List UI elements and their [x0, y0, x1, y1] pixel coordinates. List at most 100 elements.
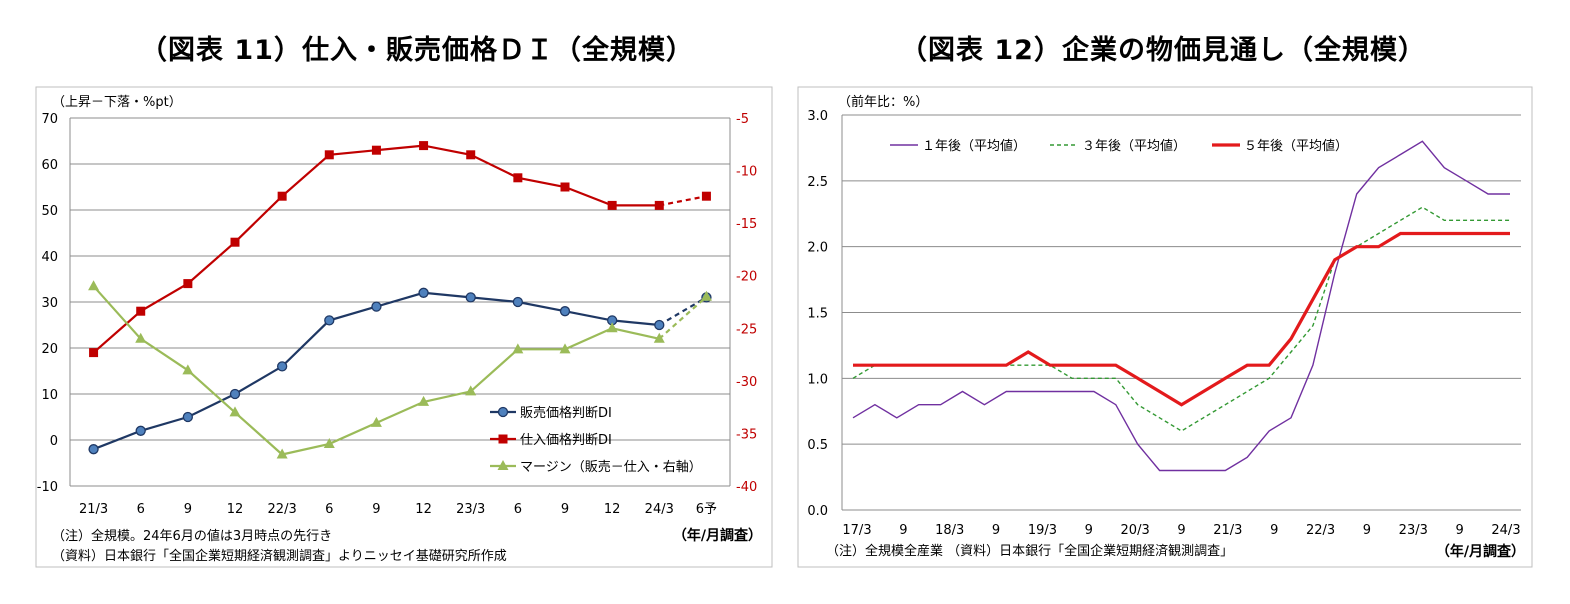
- margin-marker: [370, 416, 382, 427]
- input-price-marker: [466, 150, 476, 160]
- left-x-axis-title: （年/月調査）: [673, 527, 762, 544]
- right-note: （注）全規模全産業 （資料）日本銀行「全国企業短期経済観測調査」: [826, 543, 1233, 559]
- left-y2-tick-label: -35: [736, 427, 757, 442]
- left-y-tick-label: 30: [41, 296, 58, 311]
- left-x-tick-label: 6: [325, 502, 333, 517]
- sales-price-marker: [512, 296, 524, 308]
- margin-marker: [135, 332, 147, 343]
- sales-price-di-forecast-line: [658, 296, 707, 326]
- left-y-tick-label: 40: [41, 250, 58, 265]
- right-legend-label: １年後（平均値）: [922, 138, 1026, 154]
- one-year-ahead-line: [852, 140, 1510, 472]
- left-y-tick-label: 20: [41, 342, 58, 357]
- right-x-tick-label: 19/3: [1028, 523, 1057, 538]
- sales-price-marker: [371, 301, 382, 312]
- left-x-tick-label: 6予: [696, 502, 717, 517]
- input-price-marker: [513, 173, 523, 183]
- margin-marker: [653, 332, 665, 343]
- left-y2-tick-label: -10: [736, 165, 757, 180]
- margin-marker: [465, 385, 477, 396]
- right-legend-label: ５年後（平均値）: [1244, 138, 1348, 154]
- left-y2-tick-label: -5: [736, 112, 749, 127]
- margin-marker: [512, 343, 524, 354]
- right-x-tick-label: 9: [899, 523, 907, 538]
- left-x-tick-label: 12: [227, 502, 244, 517]
- left-x-tick-label: 9: [372, 502, 380, 517]
- right-x-tick-label: 20/3: [1121, 523, 1150, 538]
- left-y-tick-label: 60: [41, 158, 58, 173]
- right-x-tick-label: 21/3: [1213, 523, 1242, 538]
- left-y-tick-label: 10: [41, 388, 58, 403]
- right-x-tick-label: 9: [1177, 523, 1185, 538]
- sales-price-marker: [654, 319, 665, 331]
- left-y-tick-label: -10: [37, 480, 58, 495]
- left-chart-frame: [35, 86, 773, 568]
- input-price-marker: [498, 434, 508, 444]
- right-legend-label: ３年後（平均値）: [1082, 138, 1186, 154]
- left-y2-tick-label: -30: [736, 375, 757, 390]
- margin-marker: [323, 437, 335, 448]
- sales-price-marker: [559, 306, 571, 317]
- left-y-tick-label: 70: [41, 112, 58, 127]
- sales-price-marker: [135, 425, 146, 436]
- five-year-ahead-line: [853, 231, 1510, 407]
- margin-marker: [88, 280, 100, 291]
- left-chart: -10 0 10 20 30 40 50 60 70 -40 -35 -30 -25 -20 -15 -10 -…: [37, 112, 757, 517]
- input-price-marker: [371, 145, 381, 155]
- right-chart-frame: [797, 86, 1533, 568]
- sales-price-marker: [276, 361, 288, 372]
- input-price-marker: [560, 182, 570, 192]
- margin-marker: [700, 290, 712, 301]
- left-x-tick-label: 24/3: [645, 502, 674, 517]
- input-price-marker: [230, 237, 240, 247]
- left-x-tick-label: 6: [137, 502, 145, 517]
- right-y-tick-label: 3.0: [807, 109, 828, 124]
- input-price-marker: [89, 348, 99, 358]
- sales-price-marker: [88, 444, 99, 455]
- margin-marker: [559, 343, 571, 354]
- right-y-tick-label: 1.5: [807, 307, 828, 322]
- input-price-marker: [136, 306, 146, 316]
- input-price-marker: [701, 191, 711, 201]
- input-price-marker: [277, 191, 287, 201]
- margin-marker: [276, 448, 288, 459]
- right-x-tick-label: 9: [1270, 523, 1278, 538]
- right-y-tick-label: 2.0: [807, 241, 828, 256]
- left-x-tick-label: 9: [184, 502, 192, 517]
- right-x-axis-title: （年/月調査）: [1436, 543, 1525, 560]
- margin-marker: [606, 322, 618, 333]
- right-chart: 0.0 0.5 1.0 1.5 2.0 2.5 3.0 17/3 9 18/3 9 19/3 9 20/3…: [807, 109, 1521, 538]
- input-price-di-forecast-line: [659, 195, 707, 207]
- right-unit-label: （前年比：%）: [838, 94, 928, 110]
- right-x-tick-label: 9: [1363, 523, 1371, 538]
- margin-marker: [229, 406, 241, 417]
- left-source: （資料）日本銀行「全国企業短期経済観測調査」よりニッセイ基礎研究所作成: [52, 548, 507, 564]
- left-legend-label: 仕入価格判断DI: [520, 432, 612, 448]
- left-y-tick-label: 0: [50, 434, 58, 449]
- left-y2-tick-label: -25: [736, 322, 757, 337]
- left-legend-label: マージン（販売－仕入・右軸）: [520, 459, 702, 475]
- input-price-marker: [324, 150, 334, 160]
- left-y2-tick-label: -20: [736, 270, 757, 285]
- right-x-tick-label: 9: [1456, 523, 1464, 538]
- input-price-marker: [607, 200, 617, 210]
- right-x-tick-label: 9: [992, 523, 1000, 538]
- right-y-tick-label: 0.0: [807, 504, 828, 519]
- sales-price-marker: [229, 388, 241, 400]
- sales-price-marker: [418, 287, 429, 298]
- right-y-tick-label: 2.5: [807, 175, 828, 190]
- left-y2-tick-label: -15: [736, 217, 757, 232]
- sales-price-marker: [182, 411, 194, 423]
- right-x-tick-label: 24/3: [1491, 523, 1520, 538]
- left-x-tick-label: 9: [561, 502, 569, 517]
- right-x-tick-label: 17/3: [842, 523, 871, 538]
- right-x-tick-label: 23/3: [1399, 523, 1428, 538]
- right-x-tick-label: 22/3: [1306, 523, 1335, 538]
- input-price-marker: [183, 279, 193, 289]
- left-y2-tick-label: -40: [736, 480, 757, 495]
- sales-price-marker: [324, 315, 335, 326]
- sales-price-marker: [497, 406, 509, 418]
- margin-forecast-line: [658, 295, 708, 340]
- sales-price-marker: [465, 292, 476, 303]
